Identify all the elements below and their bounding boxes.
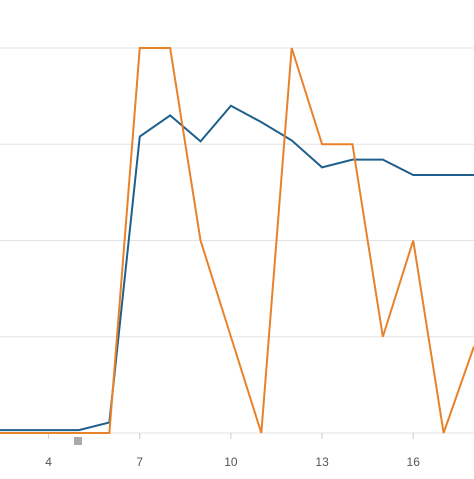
series-line (0, 47, 474, 434)
x-tick-label: 16 (407, 455, 421, 469)
x-tick-label: 10 (224, 455, 238, 469)
series-line (0, 104, 474, 432)
marker-icon (74, 437, 82, 445)
x-tick-label: 13 (315, 455, 329, 469)
x-tick-label: 7 (136, 455, 143, 469)
x-tick-label: 4 (45, 455, 52, 469)
